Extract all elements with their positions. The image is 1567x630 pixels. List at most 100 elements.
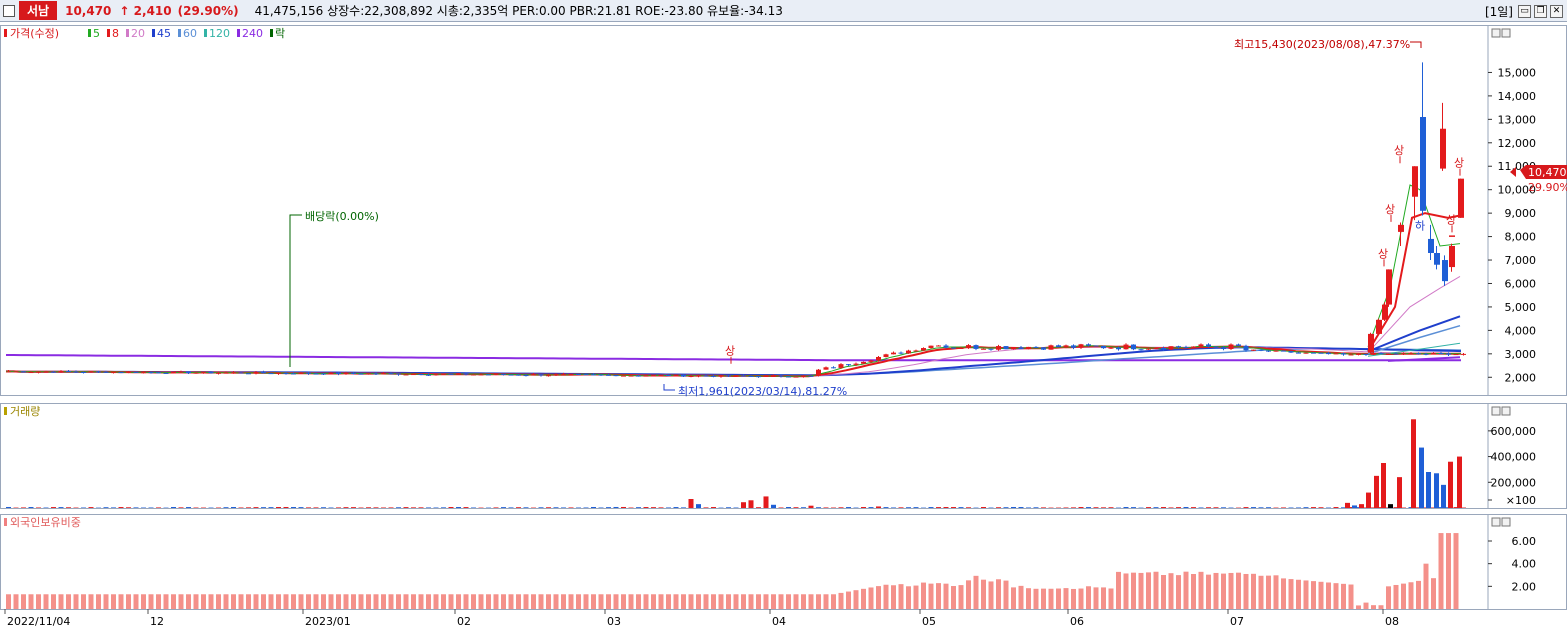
foreign-bar <box>156 594 161 609</box>
volume-bar <box>1243 507 1249 508</box>
volume-bar <box>1251 507 1256 508</box>
baseline-candle-body <box>268 373 274 375</box>
stock-chart: 가격(수정) 5 8 20 45 60 120 240 락 거래량 외국인보유비중 2,000… <box>0 25 1567 628</box>
period-selector[interactable]: [1일] <box>1484 5 1513 19</box>
baseline-candle-body <box>21 371 26 373</box>
foreign-bar <box>1198 571 1204 609</box>
foreign-bar <box>1326 582 1331 609</box>
volume-bar <box>298 507 304 508</box>
baseline-candle-body <box>1423 353 1429 355</box>
volume-bar <box>261 507 266 508</box>
volume-bar <box>981 507 986 508</box>
foreign-bar <box>1116 571 1121 609</box>
baseline-candle-body <box>1288 351 1294 353</box>
stock-name[interactable]: 서남 <box>19 1 58 20</box>
header-checkbox[interactable] <box>3 4 15 17</box>
foreign-bar <box>936 583 941 609</box>
baseline-candle-body <box>1408 353 1414 355</box>
baseline-candle-body <box>883 354 889 357</box>
baseline-candle-body <box>1071 345 1076 348</box>
baseline-candle-body <box>253 372 259 374</box>
baseline-candle-body <box>478 374 484 376</box>
foreign-bar <box>418 594 424 609</box>
foreign-bar <box>223 594 229 609</box>
foreign-bar <box>28 594 34 609</box>
baseline-candle-body <box>1386 353 1391 355</box>
baseline-candle-body <box>598 374 604 376</box>
volume-bar <box>1333 507 1339 508</box>
volume-bar <box>1457 456 1462 508</box>
volume-bar <box>58 507 64 508</box>
low-pointer <box>663 384 675 391</box>
ma-legend-marker <box>204 29 207 37</box>
maximize-icon[interactable]: ❐ <box>1534 5 1547 18</box>
foreign-bar <box>343 594 349 609</box>
volume-bar <box>1101 507 1106 508</box>
ma-legend-marker <box>88 29 91 37</box>
volume-tick-label: 400,000 <box>1491 451 1537 464</box>
baseline-candle-body <box>846 364 851 366</box>
volume-legend: 거래량 <box>4 405 40 418</box>
price-tick-label: 7,000 <box>1505 254 1537 267</box>
upper-limit-mark: 상 <box>1394 144 1404 157</box>
foreign-bar <box>553 594 559 609</box>
foreign-bar <box>1146 572 1151 609</box>
baseline-candle-body <box>291 373 296 375</box>
foreign-bar <box>988 581 994 609</box>
foreign-bar <box>103 594 109 609</box>
close-icon[interactable]: ✕ <box>1550 5 1563 18</box>
baseline-candle-body <box>748 375 754 377</box>
foreign-bar <box>958 585 964 609</box>
foreign-bar <box>523 594 529 609</box>
foreign-bar <box>748 594 754 609</box>
foreign-bar <box>321 594 326 609</box>
foreign-bar <box>1416 580 1421 609</box>
foreign-bar <box>1003 580 1009 609</box>
foreign-bar <box>1101 587 1106 609</box>
foreign-bar <box>1273 575 1279 609</box>
volume-bar <box>501 507 506 508</box>
volume-bar <box>1063 507 1069 508</box>
baseline-candle-body <box>418 374 424 376</box>
foreign-bar <box>208 594 214 609</box>
foreign-bar <box>463 594 469 609</box>
baseline-candle-body <box>628 375 634 377</box>
volume-bar <box>553 507 559 508</box>
volume-bar <box>313 507 319 508</box>
dividend-label: 배당락(0.00%) <box>305 210 379 223</box>
price-tick-label: 6,000 <box>1505 277 1537 290</box>
foreign-bar <box>756 594 761 609</box>
baseline-candle-body <box>1183 347 1189 349</box>
ma-legend-label: 8 <box>112 27 119 40</box>
foreign-bar <box>1183 571 1189 609</box>
price-candle-body <box>1398 224 1404 232</box>
foreign-bar <box>823 594 829 609</box>
current-price-marker: 10,470 29.90% <box>1510 165 1567 194</box>
price-legend: 가격(수정) 5 8 20 45 60 120 240 락 <box>4 27 285 40</box>
volume-bar <box>403 507 409 508</box>
volume-bar <box>1003 507 1009 508</box>
foreign-bar <box>591 594 596 609</box>
volume-bar <box>1213 507 1219 508</box>
baseline-candle-body <box>231 372 236 374</box>
foreign-bar <box>816 594 821 609</box>
foreign-bar <box>771 594 776 609</box>
foreign-bar <box>1423 563 1429 609</box>
price-candle-body <box>1428 238 1434 253</box>
volume-bar <box>381 507 386 508</box>
foreign-bar <box>1048 588 1054 609</box>
baseline-candle-body <box>1401 353 1406 355</box>
volume-bar <box>508 507 514 508</box>
volume-bar <box>238 507 244 508</box>
minimize-icon[interactable]: ▭ <box>1518 5 1531 18</box>
baseline-candle-body <box>696 375 701 377</box>
baseline-candle-body <box>823 367 829 370</box>
baseline-candle-body <box>553 374 559 376</box>
price-candle-body <box>1442 260 1448 282</box>
upper-limit-mark: 상 <box>1446 213 1456 226</box>
baseline-candle-body <box>1213 346 1219 348</box>
baseline-candle-body <box>441 373 446 375</box>
foreign-bar <box>456 594 461 609</box>
foreign-bar <box>448 594 454 609</box>
date-tick-label: 05 <box>922 615 936 628</box>
